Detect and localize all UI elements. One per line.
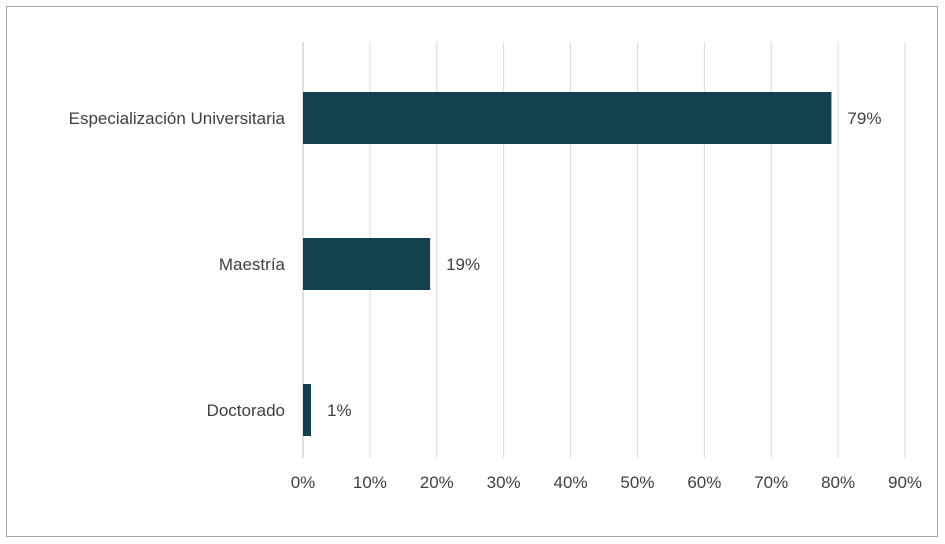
bar: [303, 92, 832, 144]
data-label: 1%: [327, 401, 352, 420]
bar: [303, 384, 311, 436]
x-tick-label: 30%: [487, 473, 521, 492]
x-tick-label: 10%: [353, 473, 387, 492]
x-tick-label: 0%: [291, 473, 316, 492]
category-labels: Especialización Universitaria Maestría Doc…: [69, 109, 286, 420]
bars: [303, 92, 832, 436]
category-label: Maestría: [219, 255, 286, 274]
x-tick-label: 70%: [754, 473, 788, 492]
bar: [303, 238, 431, 290]
x-tick-label: 60%: [687, 473, 721, 492]
category-label: Especialización Universitaria: [69, 109, 286, 128]
x-tick-label: 50%: [620, 473, 654, 492]
data-label: 19%: [446, 255, 480, 274]
data-label: 79%: [847, 109, 881, 128]
x-tick-label: 20%: [420, 473, 454, 492]
x-tick-label: 80%: [821, 473, 855, 492]
x-tick-labels: 0% 10% 20% 30% 40% 50% 60% 70% 80% 90%: [291, 473, 922, 492]
category-label: Doctorado: [207, 401, 285, 420]
x-tick-label: 40%: [554, 473, 588, 492]
x-tick-label: 90%: [888, 473, 922, 492]
data-labels: 79% 19% 1%: [327, 109, 881, 420]
